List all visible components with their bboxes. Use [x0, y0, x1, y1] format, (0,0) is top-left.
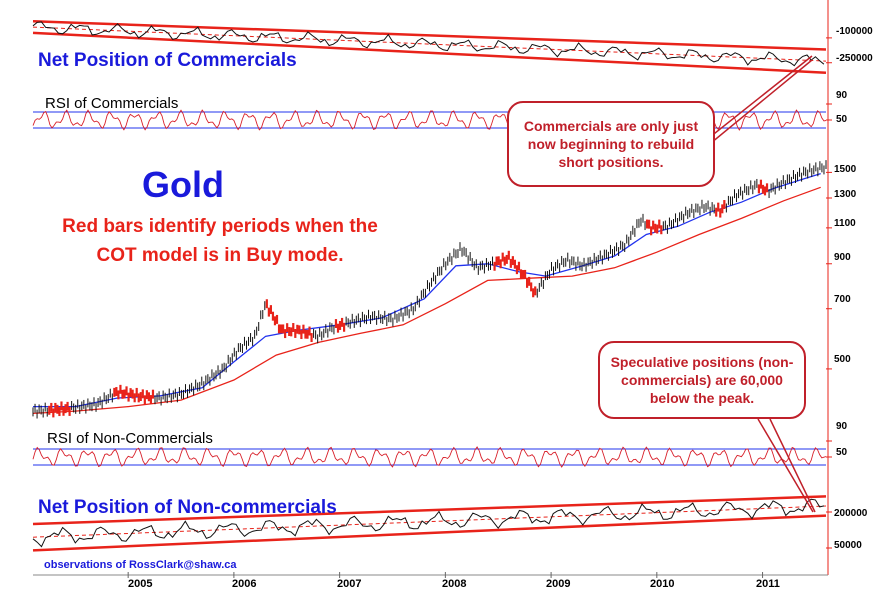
commercials-channel-upper [32, 20, 827, 51]
year-label-2006: 2006 [232, 578, 257, 590]
tick-label-gold-500: 500 [834, 354, 851, 365]
tick-label-rsi1-2: 50 [836, 114, 848, 125]
chart-subtitle: Red bars identify periods when the COT m… [62, 216, 378, 266]
year-label-2010: 2010 [650, 578, 675, 590]
rsi-noncommercials-line [32, 446, 827, 468]
gold-ma-long [32, 186, 821, 415]
tick-label-gold-1100: 1100 [834, 218, 856, 229]
speculative-callout: Speculative positions (non-commercials) … [598, 341, 806, 419]
commercials-panel-title: Net Position of Commercials [38, 50, 297, 71]
year-label-2008: 2008 [442, 578, 467, 590]
noncomm-channel-lower [32, 514, 827, 552]
year-label-2005: 2005 [128, 578, 153, 590]
tick-label-gold-700: 700 [834, 294, 851, 305]
commercials-net-line [32, 21, 825, 67]
commercials-callout-pointer-a [699, 55, 813, 146]
year-label-2011: 2011 [756, 578, 780, 590]
tick-label-rsi2-2: 50 [836, 447, 848, 458]
tick-label-rsi2-1: 90 [836, 421, 848, 432]
year-label-2007: 2007 [337, 578, 362, 590]
tick-label-gold-1300: 1300 [834, 189, 857, 200]
commercials-callout: Commercials are only just now beginning … [507, 101, 715, 187]
tick-label-noncomm-2: 50000 [834, 540, 862, 551]
commercials-channel-lower [32, 31, 827, 74]
credit-text: observations of RossClark@shaw.ca [44, 559, 237, 571]
noncomm-channel-upper [32, 495, 827, 526]
tick-label-rsi1-1: 90 [836, 90, 848, 101]
tick-label-gold-900: 900 [834, 252, 851, 263]
rsi-noncommercials-title: RSI of Non-Commercials [47, 430, 213, 447]
tick-label-comm-1: -100000 [836, 26, 873, 37]
noncomm-channel-mid [32, 505, 827, 538]
tick-label-noncomm-1: 200000 [834, 508, 868, 519]
commercials-callout-pointer-b [699, 59, 813, 153]
speculative-callout-pointer-b [769, 418, 816, 513]
year-label-2009: 2009 [546, 578, 571, 590]
tick-label-gold-1500: 1500 [834, 164, 857, 175]
commercials-channel-mid [32, 26, 827, 62]
chart-title: Gold [142, 164, 224, 205]
speculative-callout-pointer-a [757, 418, 814, 513]
noncommercials-net-line [32, 498, 825, 548]
tick-label-comm-2: -250000 [836, 53, 873, 64]
rsi-commercials-title: RSI of Commercials [45, 95, 179, 112]
noncommercials-panel-title: Net Position of Non-commercials [38, 497, 337, 518]
